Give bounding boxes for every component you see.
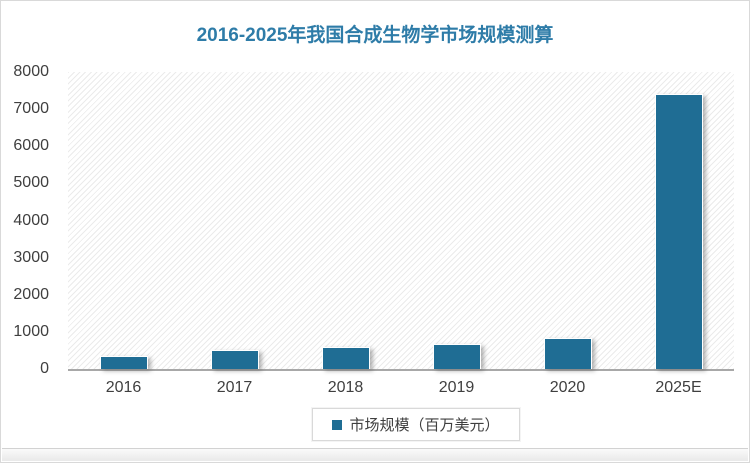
x-axis: 2016 2017 2018 2019 2020 2025E [68,379,734,397]
y-axis-tick-label: 6000 [13,137,49,155]
plot-area [68,72,734,371]
bar-slot [512,72,623,369]
y-axis-tick-label: 2000 [13,285,49,303]
x-axis-label-2016: 2016 [105,379,142,396]
y-axis: 0 1000 2000 3000 4000 5000 6000 7000 8000 [1,63,49,377]
y-axis-tick-label: 1000 [13,322,49,340]
y-axis-tick-label: 8000 [13,63,49,80]
legend-marker-icon [332,419,343,430]
x-axis-label-2019: 2019 [438,379,475,396]
bar-2018 [321,346,370,369]
x-axis-label-2020: 2020 [549,379,586,396]
legend-label: 市场规模（百万美元） [349,417,500,434]
legend: 市场规模（百万美元） [312,408,520,441]
bar-slot [401,72,512,369]
x-axis-label-2017: 2017 [216,379,253,396]
bar-2019 [432,344,481,369]
y-axis-tick-label: 5000 [13,174,49,192]
bar-slot [623,72,734,369]
bar-2016 [99,356,148,369]
bar-slot [68,72,179,369]
y-axis-tick-label: 0 [40,360,49,377]
bar-2025E [654,94,703,369]
x-axis-label-2025E: 2025E [655,379,702,396]
bar-slot [179,72,290,369]
bar-2020 [543,338,592,369]
chart-title: 2016-2025年我国合成生物学市场规模测算 [196,25,554,46]
bottom-shadow [2,448,748,461]
x-axis-label-2018: 2018 [327,379,364,396]
y-axis-tick-label: 7000 [13,100,49,118]
bar-2017 [210,350,259,369]
y-axis-tick-label: 3000 [13,248,49,266]
bar-slot [290,72,401,369]
y-axis-tick-label: 4000 [13,211,49,229]
